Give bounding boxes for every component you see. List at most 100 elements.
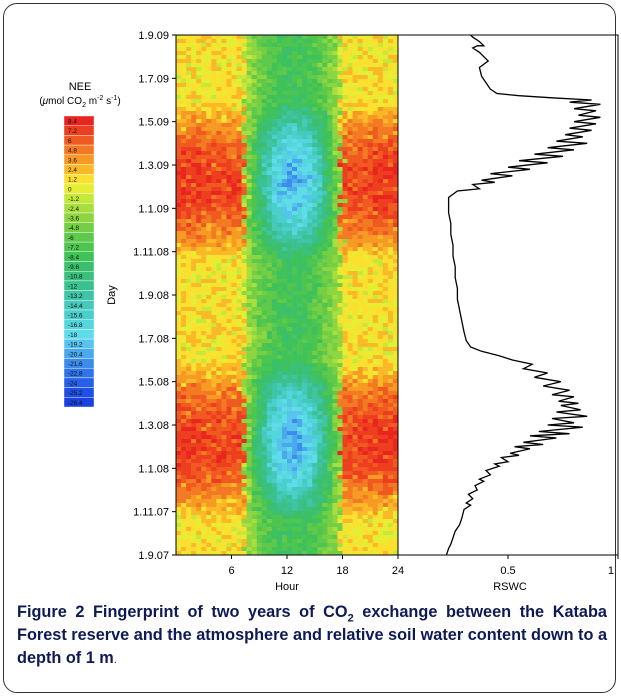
heatmap-cell [266,451,273,456]
heatmap-cell [196,51,202,56]
heatmap-cell [392,119,399,124]
heatmap-cell [246,323,252,328]
heatmap-cell [327,271,333,276]
heatmap-cell [382,295,389,300]
heatmap-cell [206,383,212,388]
heatmap-cell [382,259,389,264]
heatmap-cell [226,343,232,348]
heatmap-cell [241,459,247,464]
heatmap-cell [256,59,263,64]
heatmap-cell [312,443,318,448]
heatmap-cell [246,155,252,160]
heatmap-cell [176,367,182,372]
heatmap-cell [186,195,192,200]
heatmap-cell [281,279,288,284]
heatmap-cell [196,307,202,312]
heatmap-cell [332,387,338,392]
heatmap-cell [276,227,283,232]
heatmap-cell [271,387,278,392]
heatmap-cell [196,247,202,252]
heatmap-cell [322,251,328,256]
heatmap-cell [302,283,308,288]
heatmap-cell [352,255,358,260]
heatmap-cell [302,423,308,428]
heatmap-cell [216,467,222,472]
heatmap-cell [256,175,263,180]
heatmap-cell [312,167,318,172]
colorbar-label: 7.2 [68,128,77,135]
heatmap-cell [221,451,227,456]
heatmap-cell [221,171,227,176]
heatmap-cell [276,55,283,60]
heatmap-cell [176,455,182,460]
heatmap-cell [387,331,394,336]
heatmap-cell [271,51,278,56]
heatmap-cell [367,259,374,264]
heatmap-cell [241,99,247,104]
heatmap-cell [332,119,338,124]
heatmap-cell [287,211,293,216]
heatmap-cell [292,51,298,56]
heatmap-cell [367,383,374,388]
heatmap-cell [271,239,278,244]
heatmap-cell [362,431,369,436]
heatmap-cell [352,307,358,312]
heatmap-cell [191,179,197,184]
heatmap-cell [292,211,298,216]
heatmap-cell [256,191,263,196]
heatmap-cell [206,91,212,96]
heatmap-cell [307,307,313,312]
heatmap-cell [357,411,363,416]
heatmap-cell [367,283,374,288]
heatmap-cell [261,311,268,316]
heatmap-cell [387,183,394,188]
heatmap-cell [312,379,318,384]
heatmap-cell [307,355,313,360]
heatmap-cell [392,211,399,216]
heatmap-cell [367,239,374,244]
heatmap-cell [387,451,394,456]
heatmap-cell [191,303,197,308]
heatmap-cell [287,255,293,260]
heatmap-cell [216,123,222,128]
heatmap-cell [387,427,394,432]
heatmap-cell [181,227,187,232]
heatmap-cell [307,411,313,416]
heatmap-cell [256,291,263,296]
heatmap-cell [211,71,217,76]
heatmap-cell [241,383,247,388]
heatmap-cell [367,279,374,284]
heatmap-cell [246,199,252,204]
heatmap-cell [241,211,247,216]
heatmap-cell [342,391,348,396]
heatmap-cell [307,451,313,456]
heatmap-cell [327,199,333,204]
heatmap-cell [292,459,298,464]
heatmap-cell [352,187,358,192]
heatmap-cell [186,419,192,424]
heatmap-cell [292,275,298,280]
heatmap-cell [221,379,227,384]
heatmap-cell [392,219,399,224]
heatmap-cell [276,111,283,116]
heatmap-cell [181,459,187,464]
heatmap-cell [297,403,303,408]
heatmap-cell [297,387,303,392]
heatmap-cell [206,115,212,120]
heatmap-cell [327,71,333,76]
heatmap-cell [241,135,247,140]
heatmap-cell [287,143,293,148]
heatmap-cell [271,191,278,196]
heatmap-cell [246,451,252,456]
heatmap-cell [176,483,182,488]
heatmap-cell [256,135,263,140]
heatmap-cell [256,159,263,164]
heatmap-cell [342,115,348,120]
heatmap-cell [181,323,187,328]
heatmap-cell [327,315,333,320]
heatmap-cell [382,475,389,480]
heatmap-cell [226,371,232,376]
heatmap-cell [347,427,353,432]
heatmap-cell [347,99,353,104]
heatmap-cell [261,415,268,420]
